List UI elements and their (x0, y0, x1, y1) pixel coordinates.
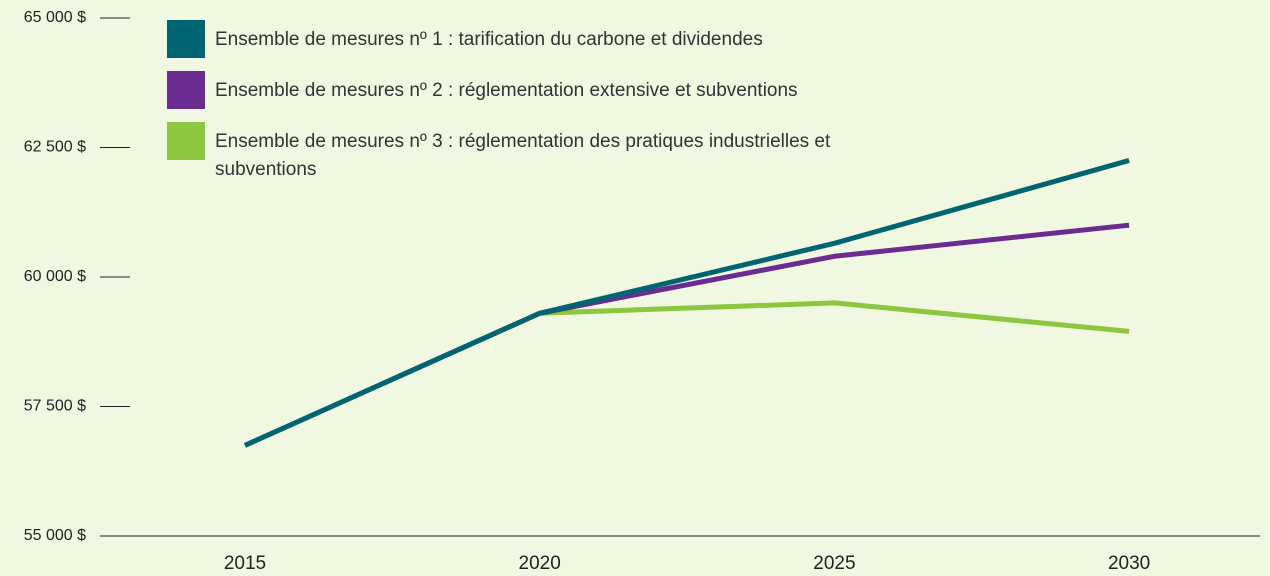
y-tick-label: 60 000 $ (24, 268, 86, 285)
legend-swatch (167, 122, 205, 160)
x-tick-label: 2015 (224, 553, 266, 574)
legend-label: Ensemble de mesures nº 2 : réglementatio… (215, 80, 798, 101)
legend: Ensemble de mesures nº 1 : tarification … (167, 20, 835, 197)
y-tick-label: 65 000 $ (24, 9, 86, 26)
legend-item: Ensemble de mesures nº 1 : tarification … (167, 20, 835, 58)
legend-swatch (167, 20, 205, 58)
legend-swatch (167, 71, 205, 109)
legend-item: Ensemble de mesures nº 3 : réglementatio… (167, 122, 835, 184)
x-tick-label: 2030 (1108, 553, 1150, 574)
y-tick-label: 57 500 $ (24, 398, 86, 415)
x-tick-label: 2025 (813, 553, 855, 574)
legend-label: Ensemble de mesures nº 3 : réglementatio… (215, 131, 831, 180)
series-line (243, 222, 1130, 448)
legend-label: Ensemble de mesures nº 1 : tarification … (215, 29, 763, 50)
y-tick-label: 55 000 $ (24, 527, 86, 544)
series-line (243, 158, 1130, 448)
series-line (243, 300, 1130, 448)
y-tick-label: 62 500 $ (24, 139, 86, 156)
legend-item: Ensemble de mesures nº 2 : réglementatio… (167, 71, 835, 109)
x-tick-label: 2020 (519, 553, 561, 574)
